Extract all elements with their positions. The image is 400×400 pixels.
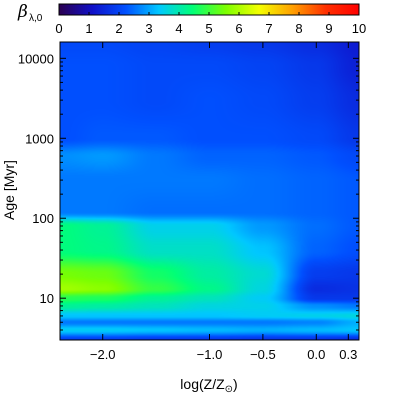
colorbar-tick-label: 3: [145, 21, 152, 36]
colorbar-title-symbol: β: [17, 2, 28, 22]
colorbar: 0 1 2 3 4 5 6 7 8 9 10 β λ,0: [17, 2, 366, 36]
colorbar-tick-label: 0: [55, 21, 62, 36]
colorbar-title-subscript: λ,0: [29, 13, 43, 24]
colorbar-tick-label: 10: [352, 21, 366, 36]
colorbar-tick-label: 4: [175, 21, 182, 36]
colorbar-tick-label: 8: [295, 21, 302, 36]
heatmap-plot: −2.0 −1.0 −0.5 0.0 0.3 10 100 1000 10000: [18, 41, 360, 362]
colorbar-tick-label: 5: [205, 21, 212, 36]
colorbar-tick-label: 1: [85, 21, 92, 36]
x-tick-label: 0.3: [339, 347, 357, 362]
y-axis-label: Age [Myr]: [1, 160, 17, 220]
x-tick-label: −0.5: [250, 347, 276, 362]
heatmap-field: [60, 42, 359, 340]
colorbar-title: β λ,0: [17, 2, 43, 24]
x-tick-label: −2.0: [90, 347, 116, 362]
y-tick-label: 10: [40, 291, 54, 306]
y-axis-ticks: 10 100 1000 10000: [18, 51, 359, 341]
colorbar-ticks: 0 1 2 3 4 5 6 7 8 9 10: [55, 12, 366, 36]
y-tick-label: 100: [32, 211, 54, 226]
x-tick-label: 0.0: [307, 347, 325, 362]
y-tick-label: 1000: [25, 131, 54, 146]
x-tick-label: −1.0: [197, 347, 223, 362]
x-axis-label: log(Z/Z⊙): [180, 376, 237, 395]
colorbar-tick-label: 2: [115, 21, 122, 36]
y-tick-label: 10000: [18, 51, 54, 66]
x-axis-ticks: −2.0 −1.0 −0.5 0.0 0.3: [90, 42, 357, 362]
colorbar-tick-label: 7: [265, 21, 272, 36]
colorbar-tick-label: 6: [235, 21, 242, 36]
colorbar-tick-label: 9: [325, 21, 332, 36]
